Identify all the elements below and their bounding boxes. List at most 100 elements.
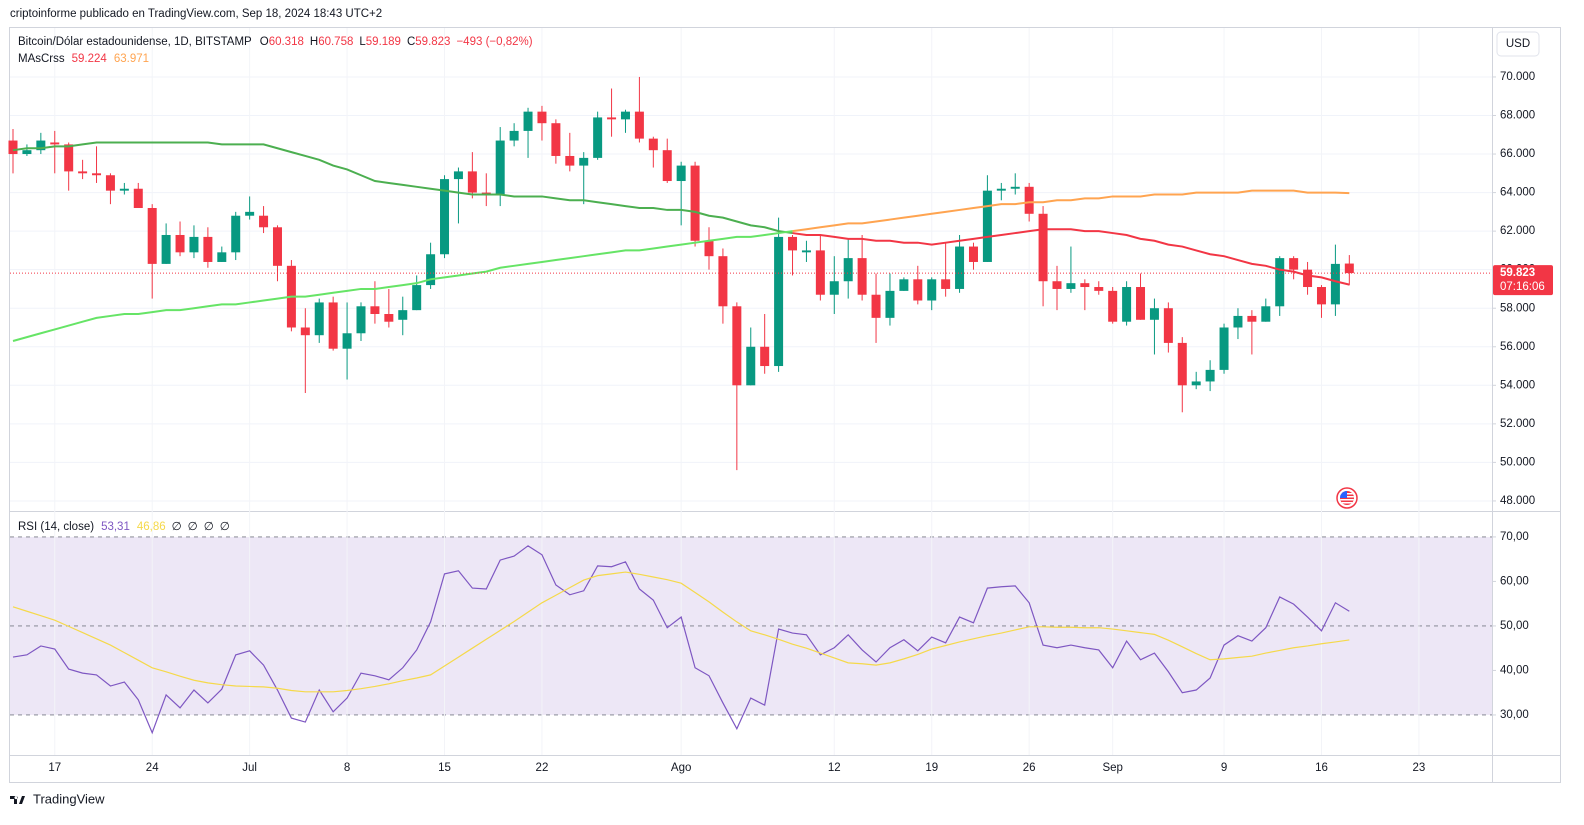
y-tick-label: 54.000 bbox=[1500, 379, 1535, 391]
publish-info: criptoinforme publicado en TradingView.c… bbox=[10, 8, 382, 20]
candle-body bbox=[217, 252, 227, 262]
candle-body bbox=[1191, 381, 1201, 386]
candle-body bbox=[1330, 263, 1340, 305]
indicator-legend: MAsCrss 59.224 63.971 bbox=[18, 53, 149, 65]
y-tick-label: 56.000 bbox=[1500, 341, 1535, 353]
candle-body bbox=[579, 157, 589, 166]
candle-body bbox=[996, 188, 1006, 191]
candle-body bbox=[607, 117, 617, 120]
x-tick-label: Ago bbox=[671, 762, 691, 774]
candle-body bbox=[676, 165, 686, 182]
candle-body bbox=[690, 165, 700, 241]
candle-body bbox=[495, 140, 505, 195]
candle-body bbox=[161, 234, 171, 264]
candle-body bbox=[328, 302, 338, 349]
candle-body bbox=[1177, 342, 1187, 386]
ohlc-value: 60.318 bbox=[269, 36, 304, 48]
candle-body bbox=[1219, 327, 1229, 370]
ohlc-value: 60.758 bbox=[318, 36, 353, 48]
candle-body bbox=[36, 140, 46, 151]
rsi-line bbox=[12, 571, 1350, 693]
candle-body bbox=[1289, 258, 1299, 270]
last-price-box bbox=[1493, 265, 1553, 296]
candle-body bbox=[147, 208, 157, 264]
x-tick-label: 15 bbox=[438, 762, 451, 774]
candle-body bbox=[857, 258, 867, 295]
candle-body bbox=[982, 190, 992, 262]
y-tick-label: 60,00 bbox=[1500, 575, 1529, 587]
currency-button[interactable] bbox=[1496, 31, 1540, 57]
candle-body bbox=[92, 173, 102, 176]
rsi-value: 46,86 bbox=[137, 521, 166, 533]
candle-body bbox=[885, 290, 895, 318]
moving-average bbox=[792, 228, 1350, 286]
y-tick-label: 70.000 bbox=[1500, 71, 1535, 83]
x-tick-label: 24 bbox=[146, 762, 159, 774]
y-tick-label: 50.000 bbox=[1500, 456, 1535, 468]
y-tick-label: 68.000 bbox=[1500, 110, 1535, 122]
x-tick-label: 22 bbox=[536, 762, 549, 774]
candle-body bbox=[342, 333, 352, 349]
candle-body bbox=[384, 314, 394, 322]
candle-body bbox=[927, 279, 937, 301]
candle-body bbox=[426, 254, 436, 286]
candle-body bbox=[1024, 186, 1034, 214]
candle-body bbox=[453, 171, 463, 180]
y-tick-label: 66.000 bbox=[1500, 148, 1535, 160]
candle-body bbox=[829, 281, 839, 295]
candle-body bbox=[356, 306, 366, 334]
grid bbox=[10, 28, 1496, 755]
candle-body bbox=[119, 188, 129, 191]
candle-body bbox=[231, 215, 241, 253]
candle-body bbox=[941, 279, 951, 289]
last-price-label: 59.823 bbox=[1500, 267, 1535, 279]
rsi-line bbox=[12, 545, 1350, 735]
candle-body bbox=[412, 285, 422, 311]
ohlc-value: 59.189 bbox=[366, 36, 401, 48]
candle-body bbox=[398, 310, 408, 320]
candle-body bbox=[1205, 369, 1215, 382]
candle-body bbox=[245, 211, 255, 216]
change: −493 (−0,82%) bbox=[456, 36, 532, 48]
x-tick-label: 26 bbox=[1023, 762, 1036, 774]
candle-body bbox=[843, 258, 853, 282]
candle-body bbox=[913, 279, 923, 301]
candle-body bbox=[440, 179, 450, 255]
candle-body bbox=[760, 346, 770, 367]
candle-body bbox=[955, 246, 965, 289]
candle-body bbox=[467, 171, 477, 193]
candle-body bbox=[509, 130, 519, 141]
candle-body bbox=[662, 150, 672, 182]
candle-body bbox=[1094, 287, 1104, 291]
candle-body bbox=[774, 236, 784, 367]
x-tick-label: 19 bbox=[925, 762, 938, 774]
candle-body bbox=[732, 306, 742, 386]
x-tick-label: 17 bbox=[48, 762, 61, 774]
candle-body bbox=[259, 215, 269, 228]
candle-body bbox=[704, 240, 714, 257]
y-tick-label: 62.000 bbox=[1500, 225, 1535, 237]
candle-body bbox=[1010, 186, 1020, 189]
y-tick-label: 30,00 bbox=[1500, 709, 1529, 721]
ohlc-key: L bbox=[359, 36, 366, 48]
candle-body bbox=[523, 111, 533, 131]
candle-body bbox=[64, 144, 74, 172]
currency-label: USD bbox=[1506, 38, 1530, 50]
x-tick-label: 12 bbox=[828, 762, 841, 774]
candle-body bbox=[1261, 306, 1271, 322]
rsi-empty-value: ∅ bbox=[220, 521, 230, 533]
x-tick-label: Sep bbox=[1102, 762, 1122, 774]
y-tick-label: 70,00 bbox=[1500, 531, 1529, 543]
y-tick-label: 64.000 bbox=[1500, 187, 1535, 199]
y-tick-label: 52.000 bbox=[1500, 418, 1535, 430]
y-tick-label: 50,00 bbox=[1500, 620, 1529, 632]
rsi-value: 53,31 bbox=[101, 521, 130, 533]
ohlc-key: H bbox=[310, 36, 318, 48]
moving-average bbox=[12, 141, 793, 235]
candle-body bbox=[50, 142, 60, 145]
candle-body bbox=[105, 175, 115, 191]
x-tick-label: 16 bbox=[1315, 762, 1328, 774]
candle-body bbox=[565, 155, 575, 166]
candle-body bbox=[8, 140, 18, 155]
